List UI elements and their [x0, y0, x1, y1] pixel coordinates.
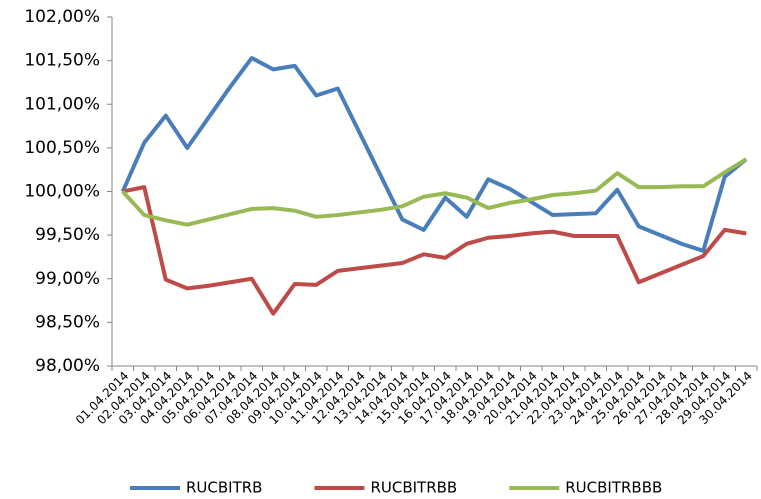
legend-label: RUCBITRBB — [370, 479, 457, 497]
y-tick-label: 100,50% — [24, 138, 100, 158]
y-tick-label: 102,00% — [24, 7, 100, 27]
y-tick-label: 98,00% — [35, 356, 100, 376]
y-tick-label: 99,00% — [35, 269, 100, 289]
series-line — [121, 157, 748, 227]
legend-label: RUCBITRB — [186, 479, 262, 497]
series-line — [122, 185, 747, 316]
series-line — [120, 56, 748, 253]
y-tick-label: 100,00% — [24, 182, 100, 202]
y-tick-label: 98,50% — [35, 312, 100, 332]
y-tick-label: 101,00% — [24, 94, 100, 114]
legend-label: RUCBITRBBB — [565, 479, 662, 497]
y-tick-label: 101,50% — [24, 51, 100, 71]
y-tick-label: 99,50% — [35, 225, 100, 245]
